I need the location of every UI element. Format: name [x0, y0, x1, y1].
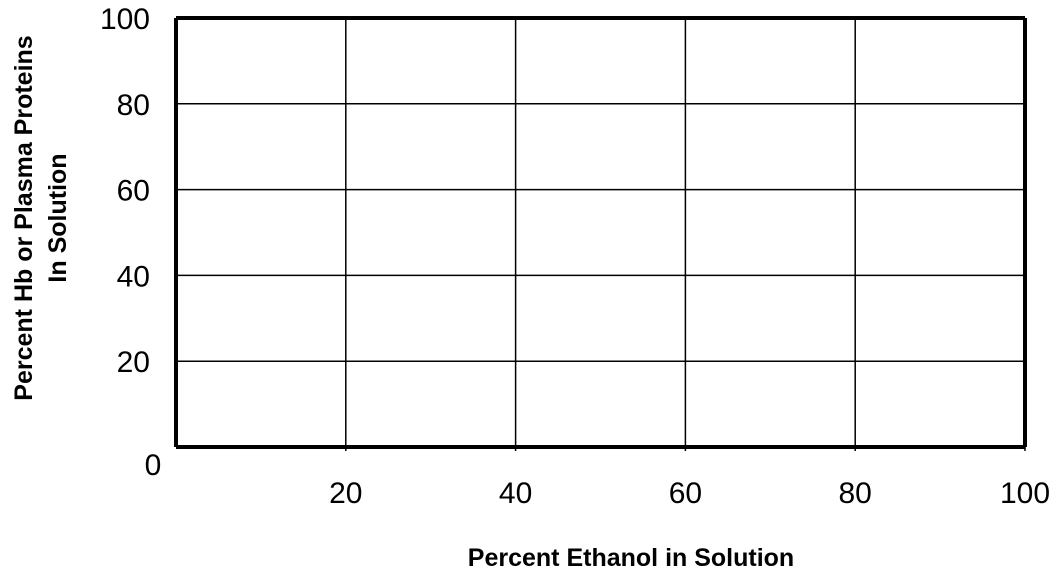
y-tick-label: 20: [117, 346, 150, 379]
y-tick-label: 100: [100, 3, 150, 36]
x-tick-label: 60: [669, 477, 702, 510]
x-tick-labels: 20 40 60 80 100: [329, 477, 1050, 510]
x-tick-label: 40: [499, 477, 532, 510]
y-tick-labels: 100 80 60 40 20: [100, 3, 150, 379]
y-tick-label: 40: [117, 260, 150, 293]
y-tick-label: 60: [117, 175, 150, 208]
y-axis-title-line-2: In Solution: [44, 153, 72, 282]
grid-lines: [176, 18, 1026, 451]
y-axis-title: Percent Hb or Plasma Proteins In Solutio…: [10, 35, 72, 400]
x-axis-title: Percent Ethanol in Solution: [468, 544, 794, 572]
y-tick-label: 80: [117, 89, 150, 122]
x-tick-label: 20: [329, 477, 362, 510]
x-tick-label: 80: [839, 477, 872, 510]
y-axis-title-line-1: Percent Hb or Plasma Proteins: [10, 35, 38, 400]
plot-frame: [174, 16, 1027, 449]
x-tick-label: 100: [1000, 477, 1050, 510]
origin-label: 0: [145, 449, 162, 482]
